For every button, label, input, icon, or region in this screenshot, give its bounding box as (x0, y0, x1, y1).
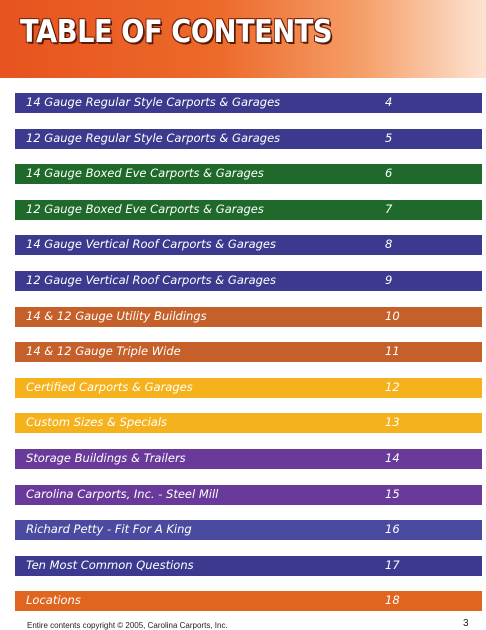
toc-entry[interactable]: Locations 18 (15, 591, 482, 611)
toc-entry[interactable]: 12 Gauge Regular Style Carports & Garage… (15, 129, 482, 149)
toc-entry[interactable]: 14 Gauge Vertical Roof Carports & Garage… (15, 235, 482, 255)
toc-entry-title: Custom Sizes & Specials (26, 415, 168, 429)
footer-page-number: 3 (463, 618, 469, 629)
footer-copyright: Entire contents copyright © 2005, Caroli… (27, 621, 228, 630)
toc-entry[interactable]: 14 Gauge Regular Style Carports & Garage… (15, 93, 482, 113)
toc-entry-page: 5 (385, 131, 393, 145)
toc-entry[interactable]: Richard Petty - Fit For A King 16 (15, 520, 482, 540)
toc-entry-title: 14 & 12 Gauge Triple Wide (26, 344, 181, 358)
toc-entry-page: 13 (385, 415, 400, 429)
toc-entry-page: 10 (385, 309, 400, 323)
toc-entry[interactable]: Certified Carports & Garages 12 (15, 378, 482, 398)
toc-entry-title: 12 Gauge Boxed Eve Carports & Garages (26, 202, 264, 216)
toc-entry-title: Ten Most Common Questions (26, 558, 194, 572)
toc-entry-title: Certified Carports & Garages (26, 380, 193, 394)
toc-entry[interactable]: 14 Gauge Boxed Eve Carports & Garages 6 (15, 164, 482, 184)
toc-entry-page: 4 (385, 95, 393, 109)
toc-entry[interactable]: 14 & 12 Gauge Triple Wide 11 (15, 342, 482, 362)
toc-entry-page: 15 (385, 487, 400, 501)
toc-entry[interactable]: 14 & 12 Gauge Utility Buildings 10 (15, 307, 482, 327)
toc-entry[interactable]: Carolina Carports, Inc. - Steel Mill 15 (15, 485, 482, 505)
toc-entry[interactable]: 12 Gauge Vertical Roof Carports & Garage… (15, 271, 482, 291)
header-banner: TABLE OF CONTENTS (0, 0, 486, 78)
page-title: TABLE OF CONTENTS (20, 14, 333, 50)
toc-entry-title: 14 & 12 Gauge Utility Buildings (26, 309, 207, 323)
toc-entry-page: 9 (385, 273, 393, 287)
toc-entry-page: 17 (385, 558, 400, 572)
toc-entry-page: 14 (385, 451, 400, 465)
toc-entry-page: 11 (385, 344, 400, 358)
toc-entry-page: 6 (385, 166, 393, 180)
toc-entry-title: 14 Gauge Boxed Eve Carports & Garages (26, 166, 264, 180)
toc-entry-page: 8 (385, 237, 393, 251)
toc-entry[interactable]: Custom Sizes & Specials 13 (15, 413, 482, 433)
toc-entry-title: 12 Gauge Regular Style Carports & Garage… (26, 131, 281, 145)
toc-entry-title: Storage Buildings & Trailers (26, 451, 186, 465)
toc-entry-title: 12 Gauge Vertical Roof Carports & Garage… (26, 273, 277, 287)
toc-entry[interactable]: 12 Gauge Boxed Eve Carports & Garages 7 (15, 200, 482, 220)
toc-entry[interactable]: Storage Buildings & Trailers 14 (15, 449, 482, 469)
toc-entry-title: Richard Petty - Fit For A King (26, 522, 192, 536)
toc-entry-page: 16 (385, 522, 400, 536)
toc-entry-title: 14 Gauge Vertical Roof Carports & Garage… (26, 237, 277, 251)
toc-entry-title: Locations (26, 593, 81, 607)
toc-entry-page: 12 (385, 380, 400, 394)
toc-entry-title: Carolina Carports, Inc. - Steel Mill (26, 487, 219, 501)
toc-entry-page: 18 (385, 593, 400, 607)
toc-entry-page: 7 (385, 202, 393, 216)
toc-entry-title: 14 Gauge Regular Style Carports & Garage… (26, 95, 281, 109)
toc-entry[interactable]: Ten Most Common Questions 17 (15, 556, 482, 576)
